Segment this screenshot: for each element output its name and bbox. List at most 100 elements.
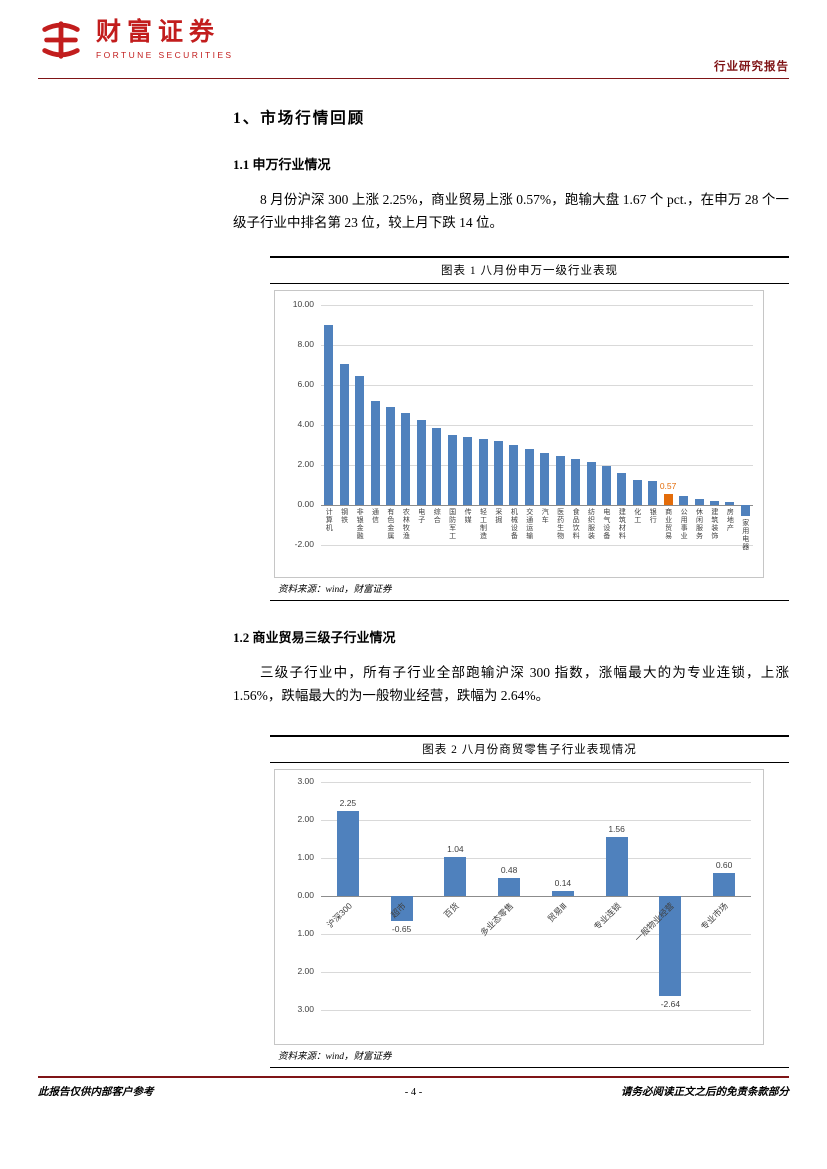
- figure-1-divider: [270, 600, 789, 601]
- bar: [571, 459, 581, 505]
- x-category-label: 有色金属: [386, 508, 394, 540]
- x-category-label: 建筑装饰: [710, 508, 718, 540]
- gridline: [321, 425, 753, 426]
- bar: [663, 493, 673, 505]
- bar: [679, 496, 689, 505]
- gridline: [321, 934, 751, 935]
- paragraph-2: 三级子行业中，所有子行业全部跑输沪深 300 指数，涨幅最大的为专业连锁，上涨 …: [233, 665, 789, 703]
- bar: [709, 500, 719, 505]
- bar-value-label: 2.25: [339, 797, 357, 808]
- y-tick-label: 1.00: [297, 928, 314, 938]
- x-category-label: 商业贸易: [664, 508, 672, 540]
- figure-2-source: 资料来源：wind，财富证券: [278, 1052, 392, 1062]
- x-category-label: 通信: [371, 508, 379, 524]
- brand: 财富证券 FORTUNE SECURITIES: [96, 19, 234, 60]
- bar: [416, 420, 426, 505]
- gridline: [321, 972, 751, 973]
- bar: [390, 896, 413, 921]
- bar-value-label: 0.57: [659, 480, 677, 491]
- figure-1-title: 图表 1 八月份申万一级行业表现: [270, 256, 789, 284]
- gridline: [321, 465, 753, 466]
- bar: [385, 406, 395, 505]
- report-type-label: 行业研究报告: [714, 61, 789, 73]
- gridline: [321, 345, 753, 346]
- x-category-label: 贸易Ⅲ: [545, 900, 569, 924]
- x-category-label: 房地产: [726, 508, 734, 532]
- bar: [336, 810, 359, 896]
- bar: [659, 896, 682, 997]
- x-category-label: 专业市场: [698, 900, 730, 932]
- x-category-label: 传媒: [464, 508, 472, 524]
- report-header: 财富证券 FORTUNE SECURITIES 行业研究报告: [38, 16, 789, 73]
- gridline: [321, 1010, 751, 1011]
- x-category-label: 综合: [433, 508, 441, 524]
- bar: [463, 437, 473, 505]
- figure-2-divider: [270, 1067, 789, 1068]
- bar-value-label: -2.64: [660, 999, 681, 1010]
- gridline: [321, 820, 751, 821]
- x-category-label: 医药生物: [556, 508, 564, 540]
- page-number: - 4 -: [404, 1087, 423, 1098]
- x-category-label: 银行: [649, 508, 657, 524]
- bar: [586, 462, 596, 505]
- bar: [540, 452, 550, 505]
- x-category-label: 钢铁: [340, 508, 348, 524]
- figure1-chart: 10.00 8.00 6.00 4.00 2.00 0.00 -2.00 计算机 钢铁 非银金融通…: [274, 290, 764, 578]
- bar: [648, 481, 658, 505]
- x-category-label: 建筑材料: [618, 508, 626, 540]
- y-tick-label: 0.00: [297, 499, 314, 509]
- y-tick-label: 2.00: [297, 966, 314, 976]
- gridline: [321, 305, 753, 306]
- footer-note-right: 请务必阅读正文之后的免责条款部分: [620, 1087, 789, 1098]
- bar: [444, 856, 467, 896]
- header-divider: [38, 78, 789, 79]
- subsection-heading-2: 1.2 商业贸易三级子行业情况: [233, 630, 396, 645]
- figure2-chart: 3.00 2.00 1.00 0.00 1.00 2.00 3.00 2.25 沪深300 -0.…: [274, 769, 764, 1045]
- bar: [355, 375, 365, 505]
- gridline: [321, 545, 753, 546]
- section-heading: 1、市场行情回顾: [233, 110, 366, 127]
- bar: [740, 505, 750, 516]
- figure-1-source: 资料来源：wind，财富证券: [278, 585, 392, 595]
- page-footer: 此报告仅供内部客户参考 - 4 - 请务必阅读正文之后的免责条款部分: [38, 1076, 789, 1099]
- bar: [713, 873, 736, 896]
- logo-icon: [42, 21, 80, 59]
- bar: [555, 456, 565, 505]
- x-category-label: 专业连锁: [591, 900, 623, 932]
- footer-note-left: 此报告仅供内部客户参考: [38, 1087, 154, 1098]
- bar: [370, 400, 380, 505]
- x-category-label: 机械设备: [510, 508, 518, 540]
- bar: [478, 439, 488, 505]
- y-tick-label: 3.00: [297, 776, 314, 786]
- report-body: 1、市场行情回顾 1.1 申万行业情况 8 月份沪深 300 上涨 2.25%，…: [233, 98, 789, 1068]
- bar: [498, 877, 521, 896]
- x-category-label: 百货: [442, 900, 462, 920]
- bar: [432, 428, 442, 505]
- y-tick-label: 8.00: [297, 339, 314, 349]
- y-tick-label: 2.00: [297, 814, 314, 824]
- gridline: [321, 385, 753, 386]
- figure-2-title: 图表 2 八月份商贸零售子行业表现情况: [270, 735, 789, 763]
- figure-2: 图表 2 八月份商贸零售子行业表现情况 3.00 2.00 1.00 0.00 1.00…: [270, 735, 789, 1068]
- x-category-label: 非银金融: [356, 508, 364, 540]
- x-category-label: 电子: [417, 508, 425, 524]
- x-category-label: 纺织服装: [587, 508, 595, 540]
- x-category-label: 交通运输: [525, 508, 533, 540]
- bar: [447, 434, 457, 505]
- bar: [524, 449, 534, 505]
- bar: [551, 890, 574, 896]
- y-tick-label: -2.00: [294, 539, 314, 549]
- x-category-label: 轻工制造: [479, 508, 487, 540]
- x-category-label: 国防军工: [448, 508, 456, 540]
- gridline: [321, 858, 751, 859]
- bar: [324, 325, 334, 505]
- bar-value-label: 1.56: [608, 823, 625, 834]
- figure-1: 图表 1 八月份申万一级行业表现 10.00 8.00 6.00 4.00 2.00 0.…: [270, 256, 789, 601]
- bar: [339, 364, 349, 505]
- y-tick-label: 3.00: [297, 1004, 314, 1014]
- bar: [493, 441, 503, 505]
- bar: [401, 413, 411, 505]
- bar: [617, 473, 627, 505]
- axis-zero-line: [321, 896, 751, 897]
